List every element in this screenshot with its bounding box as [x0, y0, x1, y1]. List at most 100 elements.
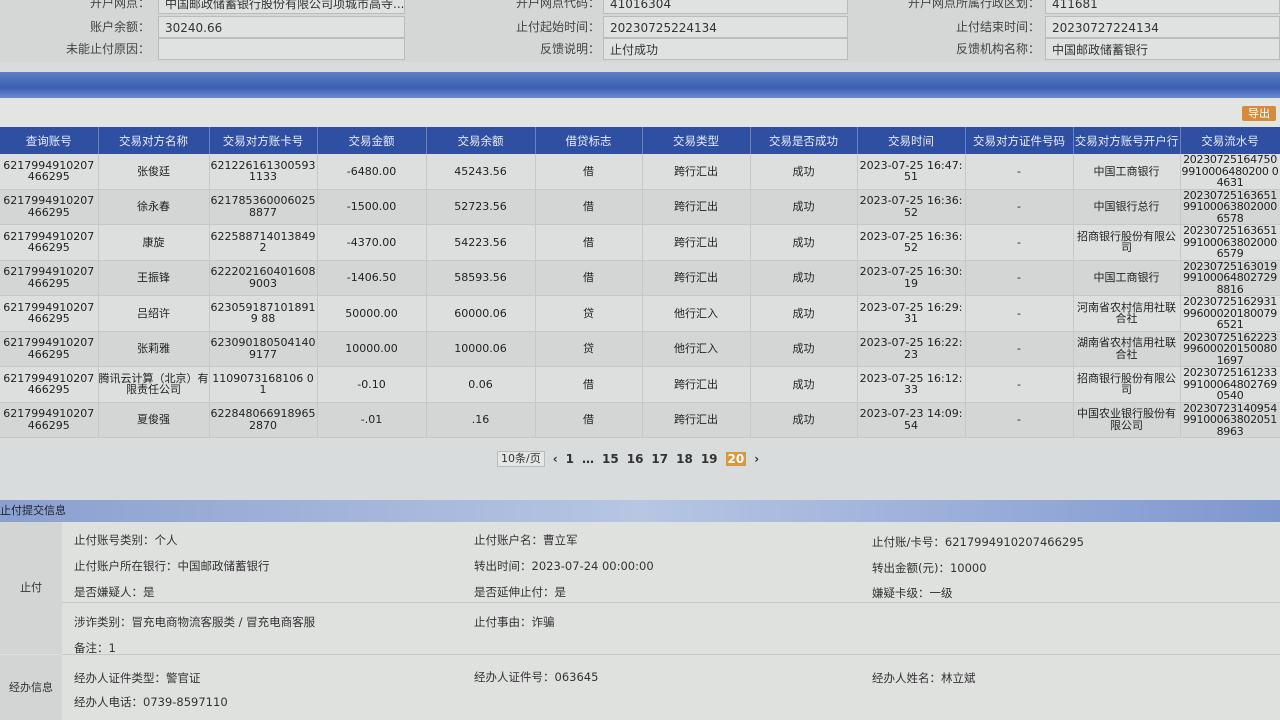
- table-cell: 跨行汇出: [642, 154, 751, 190]
- table-cell: 中国农业银行股份有限公司: [1073, 402, 1181, 438]
- info-value: 30240.66: [158, 16, 405, 38]
- table-cell: 2023-07-25 16:47:51: [857, 154, 966, 190]
- export-button[interactable]: 导出: [1242, 106, 1276, 121]
- page-button[interactable]: 18: [676, 452, 693, 466]
- table-row[interactable]: 6217994910207466295 吕绍许 6230591871018919 8…: [0, 295, 1280, 332]
- table-cell: 成功: [750, 260, 858, 296]
- table-toolbar: 导出: [0, 98, 1280, 127]
- next-page-button[interactable]: ›: [754, 452, 760, 466]
- detail-field: 止付账号类别：个人: [74, 533, 178, 547]
- column-header: 交易对方名称: [98, 127, 210, 154]
- table-row[interactable]: 6217994910207466295 张俊廷 621226161300593113…: [0, 153, 1280, 190]
- column-header: 交易类型: [642, 127, 751, 154]
- page-button[interactable]: 20: [725, 452, 747, 466]
- detail-field: 经办人证件号：063645: [474, 670, 599, 684]
- table-row[interactable]: 6217994910207466295 王振锋 622202160401608900…: [0, 260, 1280, 296]
- info-label: 开户网点：: [89, 0, 150, 10]
- table-cell: 成功: [750, 154, 858, 190]
- table-cell: 腾讯云计算（北京）有限责任公司: [98, 366, 210, 403]
- table-cell: 0.06: [426, 366, 536, 403]
- table-cell: 6217994910207466295: [0, 331, 99, 367]
- table-row[interactable]: 6217994910207466295 腾讯云计算（北京）有限责任公司 110907…: [0, 366, 1280, 403]
- table-cell: 2023072516293199600020180079 6521: [1180, 295, 1280, 332]
- table-cell: .16: [426, 402, 536, 438]
- page-button[interactable]: …: [582, 452, 595, 466]
- divider: [62, 654, 1280, 655]
- prev-page-button[interactable]: ‹: [552, 452, 558, 466]
- column-header: 交易是否成功: [750, 127, 858, 154]
- table-cell: 2023072314095499100063802051 8963: [1180, 402, 1280, 438]
- table-cell: 202307251647509910006480200 04631: [1180, 153, 1280, 190]
- table-row[interactable]: 6217994910207466295 徐永春 621785360006025887…: [0, 189, 1280, 225]
- table-cell: 借: [535, 224, 643, 261]
- info-value: 20230727224134: [1045, 16, 1280, 38]
- table-cell: 借: [535, 260, 643, 296]
- column-header: 交易对方账卡号: [209, 127, 318, 154]
- table-row[interactable]: 6217994910207466295 夏俊强 622848066918965287…: [0, 402, 1280, 438]
- table-cell: 10000.00: [317, 331, 427, 367]
- handler-info-label: 经办信息: [0, 655, 62, 720]
- table-cell: 2023072516365199100063802000 6579: [1180, 224, 1280, 261]
- page-button[interactable]: 1: [565, 452, 575, 466]
- table-cell: 成功: [750, 224, 858, 261]
- detail-field: 经办人姓名：林立斌: [872, 671, 976, 685]
- stop-payment-label: 止付: [0, 522, 62, 654]
- info-value: [158, 38, 405, 60]
- table-cell: 康旋: [98, 224, 210, 261]
- info-label: 止付起始时间：: [515, 20, 600, 34]
- table-cell: 他行汇入: [642, 331, 751, 367]
- table-cell: 贷: [535, 331, 643, 367]
- table-cell: 1109073168106 01: [209, 366, 318, 403]
- table-cell: 中国工商银行: [1073, 260, 1181, 296]
- detail-field: 止付事由：诈骗: [474, 615, 555, 629]
- table-cell: 6217994910207466295: [0, 260, 99, 296]
- column-header: 交易余额: [426, 127, 536, 154]
- page-button[interactable]: 19: [700, 452, 718, 466]
- table-cell: 6217994910207466295: [0, 189, 99, 225]
- table-cell: 河南省农村信用社联合社: [1073, 295, 1181, 332]
- column-header: 查询账号: [0, 127, 99, 154]
- table-cell: 成功: [750, 366, 858, 403]
- table-cell: 跨行汇出: [642, 224, 751, 261]
- table-cell: 2023072516301999100064802729 8816: [1180, 260, 1280, 296]
- table-cell: 成功: [750, 402, 858, 438]
- table-cell: 6228480669189652870: [209, 402, 318, 438]
- table-cell: 借: [535, 154, 643, 190]
- table-cell: 60000.06: [426, 295, 536, 332]
- table-cell: 2023072516365199100063802000 6578: [1180, 189, 1280, 225]
- transaction-table: 查询账号 交易对方名称 交易对方账卡号 交易金额 交易余额 借贷标志 交易类型 交易是否成功交…: [0, 127, 1280, 438]
- table-cell: 2023-07-25 16:29:31: [857, 295, 966, 332]
- page-button[interactable]: 16: [626, 452, 644, 466]
- table-cell: 跨行汇出: [642, 402, 751, 438]
- page-size-select[interactable]: 10条/页: [497, 451, 545, 467]
- table-row[interactable]: 6217994910207466295 张莉雅 623090180504140917…: [0, 331, 1280, 367]
- table-cell: 跨行汇出: [642, 260, 751, 296]
- table-cell: 借: [535, 189, 643, 225]
- column-header: 交易金额: [317, 127, 427, 154]
- table-cell: 6222021604016089003: [209, 260, 318, 296]
- column-header: 借贷标志: [535, 127, 643, 154]
- detail-field: 是否延伸止付：是: [474, 585, 566, 599]
- page-button[interactable]: 15: [602, 452, 619, 466]
- table-cell: 6217994910207466295: [0, 366, 99, 403]
- info-label: 开户网点代码：: [515, 0, 600, 10]
- table-cell: 6217994910207466295: [0, 224, 99, 261]
- info-value: 止付成功: [603, 38, 848, 60]
- table-cell: 2023-07-25 16:12:33: [857, 366, 966, 403]
- page-button[interactable]: 17: [651, 452, 669, 466]
- table-cell: 吕绍许: [98, 295, 210, 332]
- table-cell: 王振锋: [98, 260, 210, 296]
- table-cell: 徐永春: [98, 189, 210, 225]
- table-row[interactable]: 6217994910207466295 康旋 622588714013849 2 -4…: [0, 224, 1280, 261]
- table-cell: 58593.56: [426, 260, 536, 296]
- table-cell: 54223.56: [426, 224, 536, 261]
- detail-field: 经办人电话：0739-8597110: [74, 695, 228, 709]
- info-value: 中国邮政储蓄银行: [1045, 38, 1280, 60]
- table-cell: 湖南省农村信用社联合社: [1073, 331, 1181, 367]
- table-cell: 6230591871018919 88: [209, 295, 318, 332]
- table-cell: 中国银行总行: [1073, 189, 1181, 225]
- table-cell: -: [965, 189, 1074, 225]
- table-cell: -: [965, 224, 1074, 261]
- column-header: 交易时间: [857, 127, 966, 154]
- table-cell: -: [965, 402, 1074, 438]
